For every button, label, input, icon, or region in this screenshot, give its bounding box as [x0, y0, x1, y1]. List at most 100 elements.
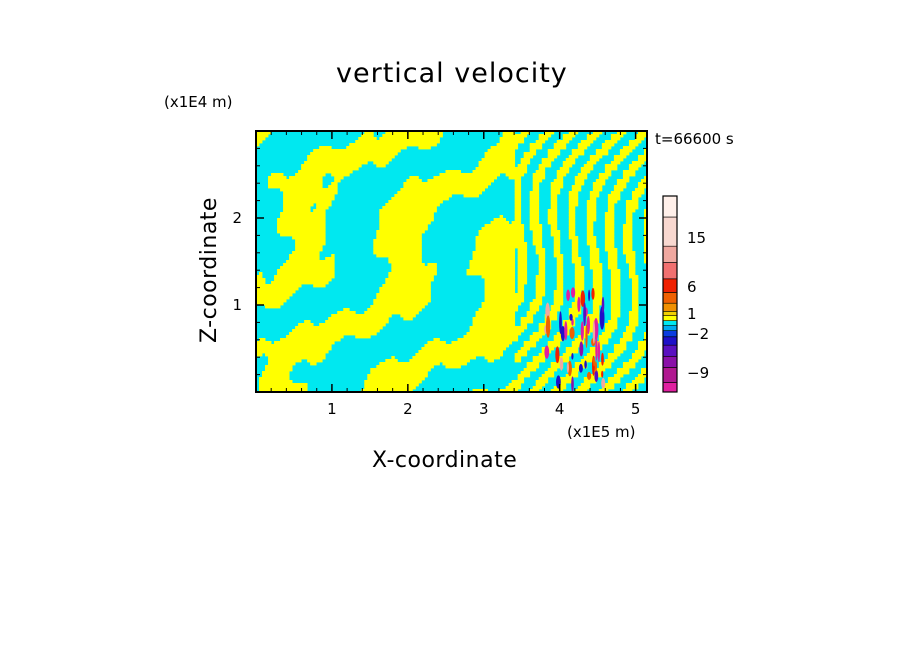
updraft-band: [550, 200, 558, 204]
updraft-band: [373, 302, 428, 306]
updraft-band: [604, 164, 618, 168]
updraft-band: [541, 374, 555, 378]
updraft-band: [586, 323, 594, 327]
updraft-band: [544, 314, 558, 318]
colorbar-swatch: [662, 344, 678, 357]
updraft-band: [586, 224, 594, 228]
updraft-band: [628, 143, 639, 147]
updraft-band: [382, 206, 437, 210]
updraft-band: [514, 206, 522, 210]
updraft-band: [268, 356, 326, 360]
updraft-band: [265, 305, 281, 309]
updraft-band: [535, 278, 546, 282]
updraft-band: [283, 191, 338, 195]
updraft-band: [556, 260, 564, 264]
updraft-band: [517, 269, 528, 273]
updraft-band: [373, 239, 422, 243]
updraft-band: [484, 281, 516, 285]
updraft-band: [571, 152, 585, 156]
updraft-band: [631, 356, 642, 360]
updraft-band: [568, 212, 576, 216]
updraft-band: [604, 215, 615, 219]
updraft-band: [643, 260, 647, 264]
updraft-band: [535, 287, 546, 291]
updraft-band: [385, 131, 443, 135]
updraft-band: [382, 134, 443, 138]
updraft-band: [268, 176, 287, 180]
updraft-band: [631, 287, 639, 291]
updraft-band: [595, 152, 609, 156]
updraft-band: [523, 341, 537, 345]
updraft-band: [517, 278, 528, 282]
updraft-band: [535, 170, 546, 174]
updraft-band: [550, 182, 564, 186]
updraft-band: [301, 167, 359, 171]
updraft-band: [634, 134, 647, 138]
updraft-band: [319, 323, 386, 327]
updraft-band: [520, 371, 531, 375]
updraft-band: [643, 335, 647, 339]
updraft-band: [580, 170, 591, 174]
updraft-band: [616, 182, 627, 186]
updraft-band: [328, 317, 389, 321]
updraft-band: [529, 227, 543, 231]
downdraft-cell: [571, 287, 576, 298]
updraft-band: [373, 242, 422, 246]
updraft-band: [529, 203, 540, 207]
updraft-band: [517, 350, 528, 354]
downdraft-cell: [571, 376, 574, 392]
updraft-band: [643, 212, 647, 216]
updraft-band: [538, 266, 546, 270]
updraft-cell: [593, 356, 596, 367]
updraft-band: [376, 296, 431, 300]
updraft-band: [529, 224, 543, 228]
updraft-band: [406, 179, 422, 183]
updraft-band: [592, 284, 603, 288]
updraft-band: [418, 146, 431, 150]
updraft-band: [391, 263, 425, 267]
updraft-band: [475, 314, 516, 318]
updraft-band: [556, 275, 564, 279]
updraft-band: [415, 353, 504, 357]
updraft-band: [466, 332, 522, 336]
x-tick-label: 3: [479, 400, 489, 418]
updraft-band: [628, 263, 636, 267]
updraft-band: [568, 236, 579, 240]
updraft-band: [274, 275, 335, 279]
updraft-band: [556, 140, 570, 144]
updraft-band: [574, 275, 585, 279]
updraft-band: [325, 320, 389, 324]
updraft-band: [589, 245, 597, 249]
updraft-band: [379, 290, 431, 294]
updraft-band: [529, 149, 537, 153]
updraft-band: [604, 242, 615, 246]
updraft-band: [532, 359, 546, 363]
updraft-band: [391, 266, 437, 270]
updraft-band: [607, 194, 621, 198]
updraft-band: [280, 212, 326, 216]
updraft-band: [418, 350, 504, 354]
updraft-band: [256, 290, 296, 294]
updraft-band: [466, 272, 516, 276]
updraft-band: [355, 335, 371, 339]
updraft-band: [562, 161, 576, 165]
updraft-band: [379, 218, 434, 222]
updraft-band: [520, 347, 531, 351]
updraft-band: [388, 275, 434, 279]
updraft-band: [553, 248, 561, 252]
updraft-band: [556, 284, 564, 288]
updraft-band: [589, 350, 600, 354]
updraft-band: [532, 356, 546, 360]
updraft-band: [514, 182, 522, 186]
updraft-band: [541, 161, 552, 165]
updraft-cell: [601, 377, 606, 389]
updraft-band: [640, 371, 647, 375]
updraft-band: [328, 185, 338, 189]
updraft-band: [388, 200, 443, 204]
updraft-band: [499, 215, 504, 219]
updraft-band: [586, 221, 594, 225]
updraft-band: [628, 317, 639, 321]
updraft-band: [550, 305, 561, 309]
updraft-band: [577, 173, 588, 177]
updraft-band: [601, 386, 615, 390]
